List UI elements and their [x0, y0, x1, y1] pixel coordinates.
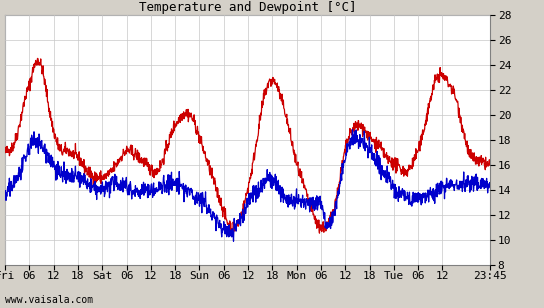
- Text: www.vaisala.com: www.vaisala.com: [5, 295, 94, 305]
- Title: Temperature and Dewpoint [°C]: Temperature and Dewpoint [°C]: [139, 1, 356, 14]
